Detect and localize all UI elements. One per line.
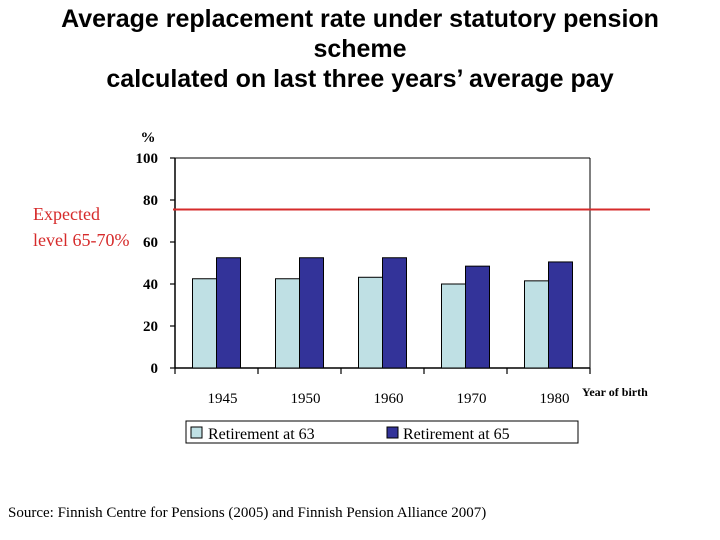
title-line-3: calculated on last three years’ average … [106, 65, 614, 93]
y-tick-label: 100 [136, 151, 159, 167]
chart-bars [192, 257, 573, 369]
chart-axes: 0 20 40 60 80 100 1945 1950 1960 1970 1980 [136, 151, 591, 407]
title-line-1: Average replacement rate under statutory… [61, 5, 659, 33]
y-tick-label: 80 [143, 193, 158, 209]
y-tick-label: 40 [143, 277, 158, 293]
legend-box [185, 420, 579, 444]
x-tick-label: 1950 [291, 391, 321, 407]
x-tick-label: 1945 [208, 391, 238, 407]
chart-legend: Retirement at 63 Retirement at 65 [185, 420, 579, 444]
bar [358, 276, 383, 369]
legend-label-retirement-63: Retirement at 63 [208, 426, 315, 443]
x-tick-label: 1960 [374, 391, 404, 407]
x-tick-label: 1980 [540, 391, 570, 407]
x-axis-label: Year of birth [582, 385, 648, 399]
x-tick-label: 1970 [457, 391, 487, 407]
legend-label-retirement-65: Retirement at 65 [403, 426, 510, 443]
bar [524, 280, 549, 369]
bar [441, 283, 466, 369]
y-tick-label: 20 [143, 319, 158, 335]
title-line-2: scheme [313, 35, 407, 63]
expected-level-label-line-1: Expected [33, 204, 100, 224]
source-note: Source: Finnish Centre for Pensions (200… [8, 505, 487, 521]
bar [192, 278, 217, 369]
y-axis-label: % [141, 130, 156, 146]
y-tick-label: 0 [151, 361, 159, 377]
bar [275, 278, 300, 369]
bar [382, 257, 407, 369]
expected-level-label-line-2: level 65-70% [33, 230, 129, 250]
legend-swatch-retirement-65 [386, 426, 399, 439]
bar [299, 257, 324, 369]
bar [465, 265, 490, 369]
bar [548, 261, 573, 369]
chart-title: Average replacement rate under statutory… [0, 4, 720, 94]
bar [216, 257, 241, 369]
y-tick-label: 60 [143, 235, 158, 251]
legend-swatch-retirement-63 [190, 426, 203, 439]
